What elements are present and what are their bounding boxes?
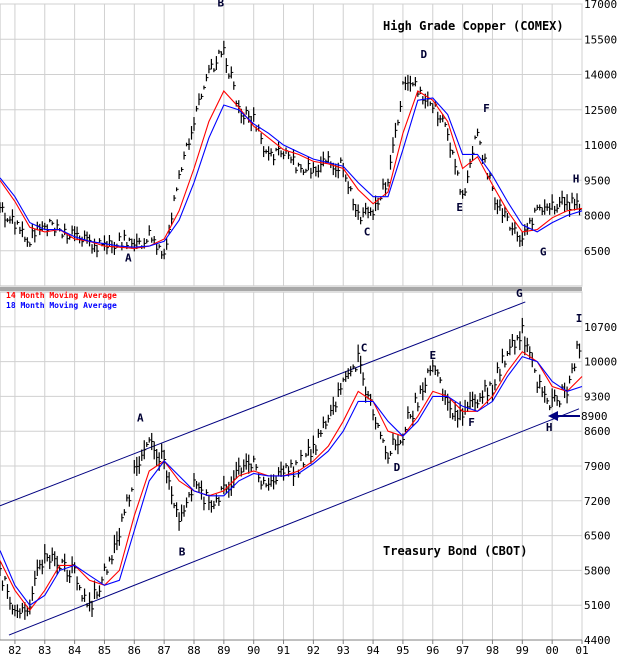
treasury-panel: 10700 10000 9300 8600 7900 7200 6500 5800 5100 44… (0, 287, 617, 647)
treasury-marker-e: E (429, 349, 436, 362)
treasury-y-tick-label: 4400 (584, 634, 611, 647)
treasury-y-tick-labels: 10700 10000 9300 8600 7900 7200 6500 5800 5100 44… (584, 321, 617, 647)
copper-panel: 17000 15500 14000 12500 11000 9500 8000 6500 A B… (0, 0, 617, 287)
x-tick-labels: 82 83 84 85 86 87 88 89 90 91 92 93 94 95 96 97 98 99 00 01 (8, 640, 589, 657)
treasury-markers: A B C D E F G H I (137, 287, 582, 559)
x-tick-label: 84 (68, 644, 82, 657)
treasury-marker-b: B (179, 545, 186, 558)
copper-y-tick-label: 12500 (584, 104, 617, 117)
x-tick-label: 91 (277, 644, 290, 657)
copper-ma18-line (0, 97, 583, 248)
copper-marker-e: E (456, 201, 463, 214)
annotation-8900-label: 8900 (581, 410, 608, 423)
x-tick-label: 83 (38, 644, 51, 657)
copper-ma14-line (0, 90, 583, 249)
x-tick-label: 82 (8, 644, 21, 657)
treasury-y-tick-label: 5800 (584, 564, 611, 577)
copper-y-tick-labels: 17000 15500 14000 12500 11000 9500 8000 6500 (584, 0, 617, 258)
x-tick-label: 85 (98, 644, 111, 657)
treasury-marker-c: C (361, 342, 368, 355)
treasury-y-tick-label: 7900 (584, 460, 611, 473)
annotation-8900-arrow (548, 411, 580, 421)
legend-18-month: 18 Month Moving Average (6, 300, 117, 310)
copper-marker-f: F (483, 102, 490, 115)
x-tick-label: 93 (337, 644, 350, 657)
copper-marker-h: H (573, 173, 580, 186)
copper-y-tick-label: 8000 (584, 210, 611, 223)
treasury-y-tick-label: 7200 (584, 495, 611, 508)
treasury-y-tick-label: 5100 (584, 599, 611, 612)
treasury-y-tick-label: 8600 (584, 425, 611, 438)
treasury-marker-i: I (576, 312, 583, 325)
x-tick-label: 88 (187, 644, 200, 657)
copper-gridlines (0, 3, 583, 287)
panel-divider (0, 287, 582, 291)
copper-moving-average-lines (0, 90, 583, 249)
copper-chart-title: High Grade Copper (COMEX) (383, 19, 564, 33)
treasury-marker-h: H (546, 421, 553, 434)
copper-marker-a: A (125, 251, 132, 264)
x-tick-label: 90 (247, 644, 260, 657)
x-tick-label: 86 (128, 644, 141, 657)
treasury-moving-average-lines (0, 350, 583, 612)
treasury-price-bars (0, 317, 582, 620)
copper-marker-g: G (540, 245, 547, 258)
copper-y-tick-label: 14000 (584, 69, 617, 82)
x-tick-label: 94 (366, 644, 380, 657)
copper-y-tick-label: 11000 (584, 139, 617, 152)
treasury-marker-d: D (394, 461, 401, 474)
x-axis: 82 83 84 85 86 87 88 89 90 91 92 93 94 95 96 97 98 99 00 01 (0, 639, 589, 657)
copper-marker-c: C (364, 225, 371, 238)
copper-y-tick-label: 17000 (584, 0, 617, 11)
x-tick-label: 95 (396, 644, 409, 657)
copper-marker-d: D (421, 48, 428, 61)
treasury-chart-title: Treasury Bond (CBOT) (383, 544, 528, 558)
treasury-ma14-line (0, 350, 583, 612)
x-tick-label: 00 (546, 644, 559, 657)
treasury-marker-g: G (516, 287, 523, 300)
x-tick-label: 97 (456, 644, 469, 657)
treasury-y-tick-label: 10000 (584, 356, 617, 369)
treasury-y-tick-label: 6500 (584, 530, 611, 543)
treasury-ma18-line (0, 355, 583, 606)
copper-marker-b: B (218, 0, 225, 9)
channel-upper-line (0, 301, 526, 507)
x-tick-label: 89 (217, 644, 230, 657)
x-tick-label: 96 (426, 644, 439, 657)
treasury-marker-a: A (137, 411, 144, 424)
channel-lower-line (8, 408, 580, 636)
treasury-trend-channel (0, 301, 580, 636)
x-tick-label: 99 (516, 644, 529, 657)
copper-y-tick-label: 6500 (584, 245, 611, 258)
x-tick-label: 92 (307, 644, 320, 657)
copper-y-tick-label: 9500 (584, 174, 611, 187)
treasury-marker-f: F (468, 416, 475, 429)
treasury-y-tick-label: 9300 (584, 390, 611, 403)
copper-y-tick-label: 15500 (584, 33, 617, 46)
copper-markers: A B C D E F G H (125, 0, 579, 264)
x-tick-label: 98 (486, 644, 499, 657)
x-tick-label: 87 (158, 644, 171, 657)
treasury-y-tick-label: 10700 (584, 321, 617, 334)
legend-14-month: 14 Month Moving Average (6, 290, 117, 300)
x-tick-label: 01 (575, 644, 588, 657)
